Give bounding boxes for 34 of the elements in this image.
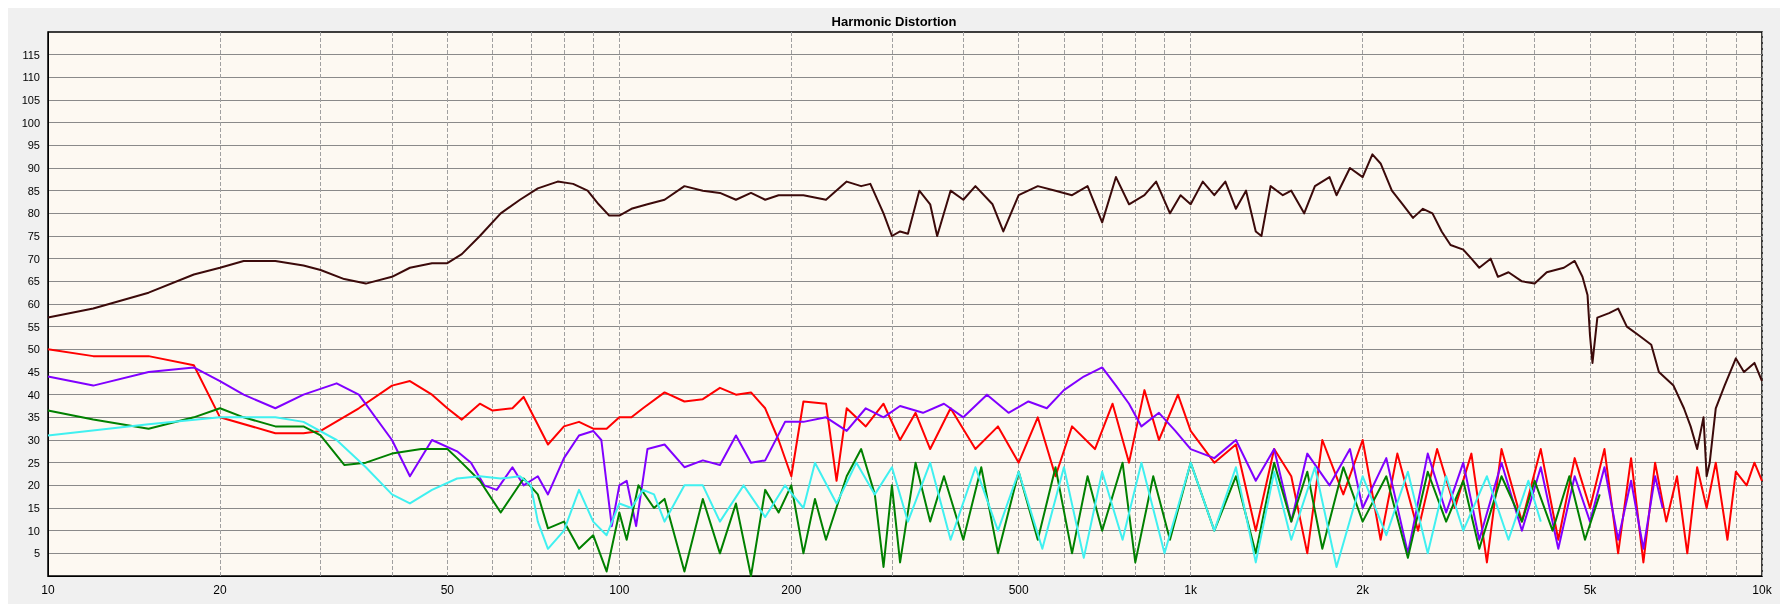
y-tick-label: 65 bbox=[27, 275, 40, 288]
y-tick-label: 10 bbox=[27, 524, 40, 537]
y-tick-label: 50 bbox=[27, 343, 40, 356]
y-tick-label: 20 bbox=[27, 479, 40, 492]
y-tick-label: 45 bbox=[27, 366, 40, 378]
x-tick-label: 10k bbox=[1752, 583, 1773, 597]
y-tick-label: 95 bbox=[27, 139, 40, 152]
x-tick-label: 2k bbox=[1356, 583, 1370, 597]
y-tick-label: 75 bbox=[27, 230, 40, 242]
x-tick-label: 20 bbox=[213, 583, 227, 597]
x-tick-label: 10 bbox=[41, 583, 55, 597]
y-tick-label: 80 bbox=[27, 207, 40, 220]
y-tick-label: 85 bbox=[27, 184, 40, 197]
y-tick-label: 105 bbox=[21, 94, 40, 106]
y-tick-label: 55 bbox=[27, 320, 40, 333]
y-tick-label: 100 bbox=[21, 116, 40, 129]
x-tick-label: 200 bbox=[781, 583, 802, 597]
y-tick-label: 5 bbox=[33, 547, 40, 560]
x-tick-label: 50 bbox=[440, 583, 455, 597]
y-tick-label: 15 bbox=[27, 502, 40, 514]
y-tick-label: 35 bbox=[27, 411, 40, 424]
y-tick-label: 40 bbox=[27, 388, 40, 401]
y-tick-label: 115 bbox=[22, 48, 40, 61]
y-tick-label: 60 bbox=[27, 298, 40, 310]
y-tick-label: 70 bbox=[27, 252, 40, 265]
y-tick-label: 30 bbox=[27, 434, 40, 446]
y-tick-label: 25 bbox=[27, 456, 40, 469]
chart-title: Harmonic Distortion bbox=[831, 14, 957, 29]
x-tick-label: 500 bbox=[1008, 583, 1030, 597]
y-tick-label: 110 bbox=[22, 71, 40, 84]
x-tick-label: 5k bbox=[1583, 583, 1598, 597]
x-tick-label: 1k bbox=[1184, 583, 1198, 597]
x-tick-label: 100 bbox=[609, 583, 630, 597]
y-tick-label: 90 bbox=[27, 162, 40, 174]
